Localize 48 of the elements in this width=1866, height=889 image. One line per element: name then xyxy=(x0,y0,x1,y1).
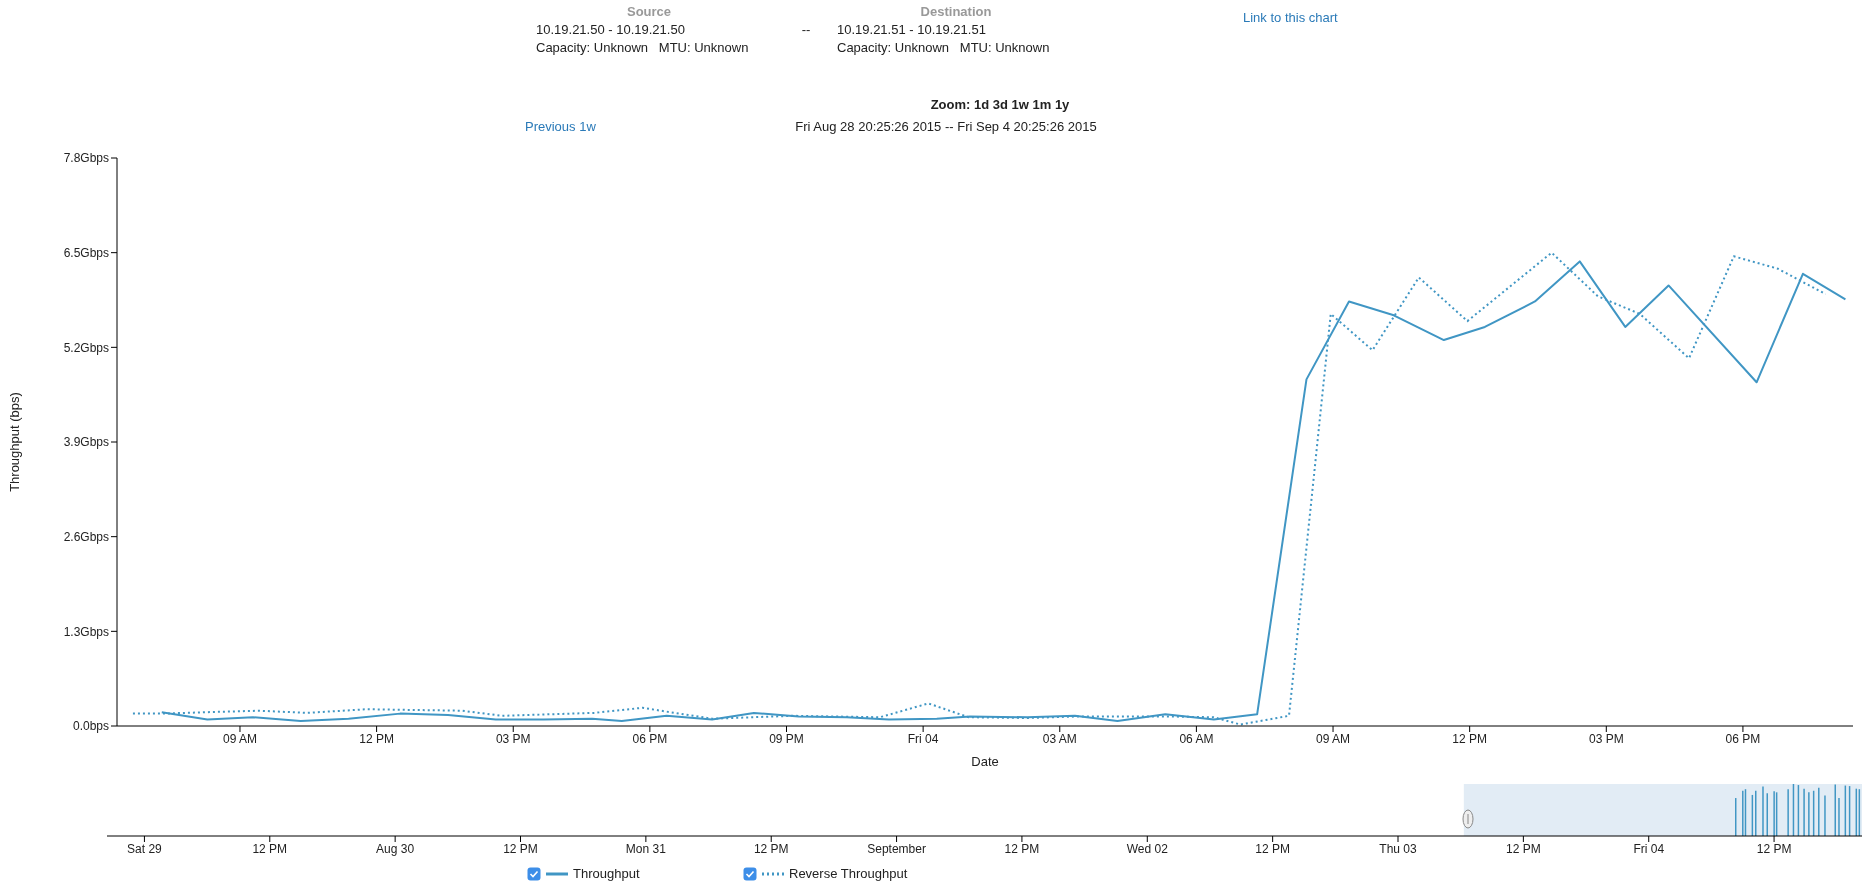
text: Capacity: Unknown MTU: Unknown xyxy=(837,40,1050,55)
y-tick-label: 5.2Gbps xyxy=(63,340,109,355)
x-tick-label: 06 PM xyxy=(632,731,668,746)
x-tick-label: Sat 29 xyxy=(127,841,163,856)
y-tick-label: 3.9Gbps xyxy=(63,435,109,450)
x-tick-label: 03 PM xyxy=(495,731,531,746)
x-tick-label: Thu 03 xyxy=(1379,841,1418,856)
y-tick-label: 1.3Gbps xyxy=(63,624,109,639)
x-tick-label: 12 PM xyxy=(359,731,394,746)
x-tick-label: Mon 31 xyxy=(625,841,667,856)
x-tick-label: 03 AM xyxy=(1042,731,1077,746)
text: Destination xyxy=(920,4,992,19)
x-tick-label: Fri 04 xyxy=(1633,841,1665,856)
text: Link to this chart xyxy=(1243,10,1338,25)
y-tick-label: 6.5Gbps xyxy=(63,245,109,260)
x-tick-label: Fri 04 xyxy=(907,731,939,746)
text: 10.19.21.50 - 10.19.21.50 xyxy=(536,22,685,37)
x-tick-label: 12 PM xyxy=(753,841,789,856)
chart-title: Fri Aug 28 20:25:26 2015 -- Fri Sep 4 20:25:26 2015 xyxy=(795,119,1097,134)
text: 10.19.21.51 - 10.19.21.51 xyxy=(837,22,986,37)
legend-label: Throughput xyxy=(573,866,640,881)
text: Source xyxy=(626,4,672,19)
x-tick-label: 12 PM xyxy=(1756,841,1792,856)
x-tick-label: Wed 02 xyxy=(1126,841,1169,856)
x-tick-label: September xyxy=(867,841,926,856)
x-tick-label: 12 PM xyxy=(252,841,288,856)
text: -- xyxy=(801,22,811,37)
x-tick-label: 12 PM xyxy=(1452,731,1488,746)
y-axis-title: Throughput (bps) xyxy=(6,392,22,492)
x-tick-label: 03 PM xyxy=(1588,731,1624,746)
text: Zoom: 1d 3d 1w 1m 1y xyxy=(930,97,1070,112)
x-tick-label: 12 PM xyxy=(1004,841,1040,856)
x-tick-label: 06 AM xyxy=(1179,731,1214,746)
x-tick-label: 09 AM xyxy=(222,731,257,746)
x-axis-title: Date xyxy=(971,754,999,769)
x-tick-label: 09 AM xyxy=(1316,731,1351,746)
legend-label: Reverse Throughput xyxy=(789,866,908,881)
x-tick-label: 09 PM xyxy=(769,731,804,746)
y-tick-label: 0.0bps xyxy=(72,719,109,734)
y-tick-label: 2.6Gbps xyxy=(63,529,109,544)
x-tick-label: 06 PM xyxy=(1725,731,1761,746)
x-tick-label: 12 PM xyxy=(1255,841,1290,856)
x-tick-label: 12 PM xyxy=(503,841,538,856)
text: Capacity: Unknown MTU: Unknown xyxy=(536,40,749,55)
y-tick-label: 7.8Gbps xyxy=(63,151,109,166)
x-tick-label: 12 PM xyxy=(1506,841,1541,856)
x-tick-label: Aug 30 xyxy=(376,841,415,856)
text: Previous 1w xyxy=(525,119,596,134)
